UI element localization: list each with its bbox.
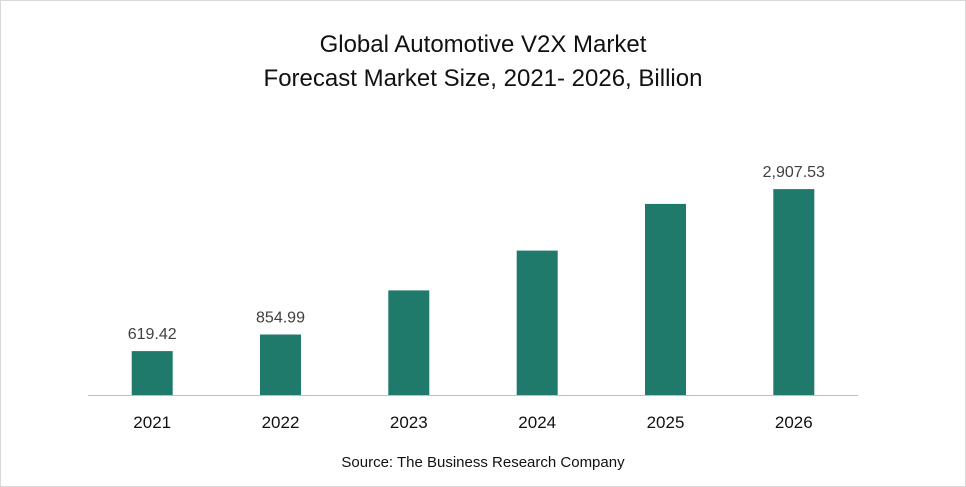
data-label-2026: 2,907.53 xyxy=(763,164,825,181)
bar-2024 xyxy=(516,250,558,395)
bar-2021 xyxy=(131,351,173,395)
bar-2023 xyxy=(388,290,430,395)
x-tick-label-2024: 2024 xyxy=(518,413,556,432)
x-tick-label-2025: 2025 xyxy=(647,413,685,432)
x-tick-label-2022: 2022 xyxy=(262,413,300,432)
x-tick-label-2021: 2021 xyxy=(133,413,171,432)
x-tick-label-2026: 2026 xyxy=(775,413,813,432)
bar-2026 xyxy=(773,189,815,395)
source-note: Source: The Business Research Company xyxy=(341,454,625,471)
data-label-2022: 854.99 xyxy=(256,310,305,327)
chart-title: Global Automotive V2X Market xyxy=(319,31,647,58)
chart-subtitle: Forecast Market Size, 2021- 2026, Billio… xyxy=(263,65,703,92)
x-tick-label-2023: 2023 xyxy=(390,413,428,432)
bar-2025 xyxy=(645,203,686,395)
data-label-2021: 619.42 xyxy=(128,326,177,343)
bar-2022 xyxy=(260,334,301,395)
